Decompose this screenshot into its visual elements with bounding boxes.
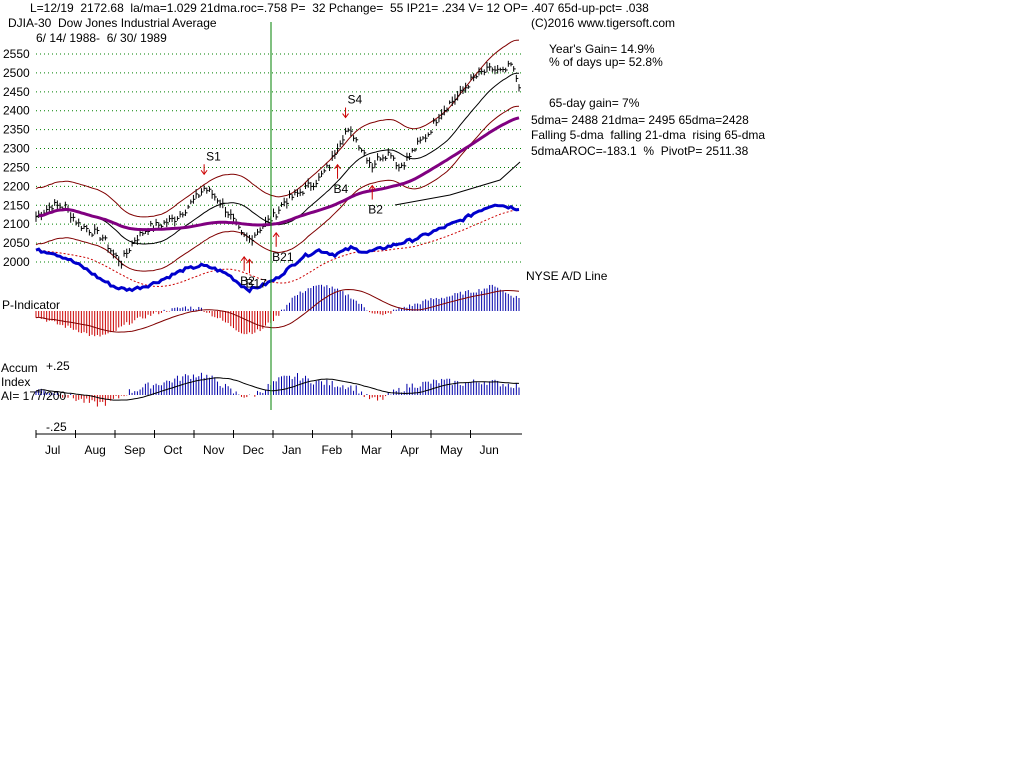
ad-line-label: NYSE A/D Line: [526, 269, 608, 283]
y-tick-label: 2300: [3, 142, 30, 156]
price-bands: [35, 39, 520, 272]
sell-arrowhead: [200, 169, 208, 176]
ma65-line: [38, 116, 520, 232]
y-tick-label: 2250: [3, 160, 30, 174]
pct-days-up: % of days up= 52.8%: [549, 55, 663, 69]
sell-signal-label: S1: [206, 149, 221, 163]
buy-arrowhead: [334, 163, 341, 170]
p-indicator-panel: [35, 284, 520, 337]
buy-arrowhead: [246, 258, 253, 264]
long-term-trend: [394, 161, 521, 206]
buy-signal-label: B17: [245, 276, 267, 290]
month-label: May: [440, 443, 463, 457]
sell-arrowhead: [342, 113, 349, 119]
y-tick-label: 2200: [3, 179, 30, 193]
month-label: Nov: [203, 443, 224, 457]
accum-index-panel: [35, 372, 520, 407]
month-label: Mar: [361, 443, 382, 457]
y-tick-label: 2000: [3, 255, 30, 269]
ad-line-path: [35, 203, 520, 294]
upper-band: [35, 39, 520, 218]
moving-averages: [35, 72, 521, 245]
month-label: Jul: [45, 443, 60, 457]
aroc-pivot: 5dmaAROC=-183.1 % PivotP= 2511.38: [531, 144, 749, 158]
ad-line: [35, 203, 520, 294]
month-label: Sep: [124, 443, 146, 457]
ad-line-ma: [35, 208, 520, 288]
y-tick-label: 2400: [3, 104, 30, 118]
price-axis-ticks: 2550 2500 2450 2400 2350 2300 2250 2200 2150 2100…: [3, 47, 30, 269]
sell-signal-label: S4: [348, 93, 363, 107]
buy-signal-label: B2: [240, 274, 255, 288]
y-tick-label: 2550: [3, 47, 30, 61]
accum-label: Accum: [1, 361, 38, 375]
buy-arrowhead: [240, 255, 248, 262]
month-label: Jun: [480, 443, 499, 457]
dma-values: 5dma= 2488 21dma= 2495 65dma=2428: [531, 113, 749, 127]
gain-65day: 65-day gain= 7%: [549, 96, 640, 110]
trend-summary: Falling 5-dma falling 21-dma rising 65-d…: [531, 128, 766, 142]
years-gain: Year's Gain= 14.9%: [549, 42, 655, 56]
month-label: Oct: [164, 443, 183, 457]
accum-bottom-value: -.25: [46, 420, 67, 434]
y-tick-label: 2450: [3, 85, 30, 99]
accum-ma: [35, 377, 520, 401]
date-range: 6/ 14/ 1988- 6/ 30/ 1989: [36, 31, 167, 45]
buy-arrowhead: [272, 232, 280, 238]
month-label: Dec: [243, 443, 264, 457]
y-tick-label: 2150: [3, 198, 30, 212]
month-label: Feb: [322, 443, 343, 457]
buy-signal-label: B4: [334, 182, 349, 196]
y-tick-label: 2050: [3, 236, 30, 250]
ai-value: AI= 177/200: [1, 389, 67, 403]
y-tick-label: 2100: [3, 217, 30, 231]
month-label: Aug: [85, 443, 106, 457]
month-label: Apr: [401, 443, 420, 457]
chart-title: DJIA-30 Dow Jones Industrial Average: [8, 16, 217, 30]
y-tick-label: 2500: [3, 66, 30, 80]
buy-signal-label: B21: [272, 250, 294, 264]
accum-top-value: +.25: [46, 359, 70, 373]
copyright: (C)2016 www.tigersoft.com: [531, 16, 676, 30]
y-tick-label: 2350: [3, 123, 30, 137]
month-axis: Jul Aug Sep Oct Nov Dec Jan Feb Mar Apr May Jun: [35, 430, 522, 457]
index-label: Index: [1, 375, 31, 389]
month-label: Jan: [282, 443, 301, 457]
buy-arrowhead: [368, 184, 376, 190]
buy-signal-label: B2: [368, 203, 383, 217]
header-stats-line: L=12/19 2172.68 la/ma=1.029 21dma.roc=.7…: [30, 1, 649, 15]
p-indicator-ma: [35, 288, 520, 333]
p-indicator-label: P-Indicator: [2, 298, 61, 312]
